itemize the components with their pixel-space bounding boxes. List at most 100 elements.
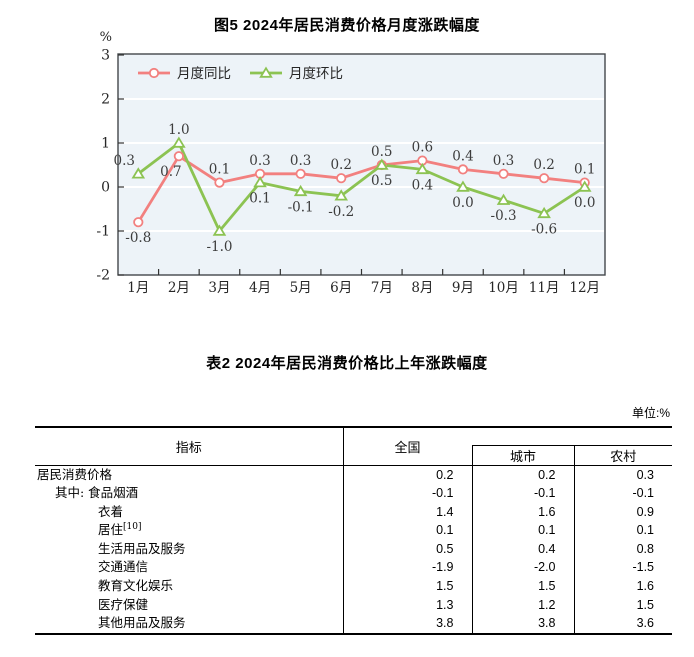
series-line-1: [136, 141, 587, 233]
marker-triangle: [496, 193, 511, 205]
value-cell: -0.1: [472, 484, 575, 503]
data-label: -0.8: [125, 230, 151, 246]
y-tick-label: 1: [101, 136, 110, 152]
data-label: 0.1: [209, 162, 230, 178]
cpi-table-section: 单位:% 指标 全国 城市 农村 居民消费价格 0.2 0.2 0.3 其中: 食品烟酒…: [35, 406, 672, 635]
marker-triangle: [131, 167, 146, 179]
col-header-national: 全国: [343, 427, 472, 466]
data-label: 0.2: [533, 157, 554, 173]
value-cell: 0.8: [636, 541, 654, 556]
marker-triangle: [577, 180, 592, 192]
x-tick-label: 6月: [330, 280, 352, 296]
y-axis-unit: %: [100, 30, 112, 45]
table-row: 其中: 食品烟酒 -0.1 -0.1 -0.1: [35, 484, 672, 503]
value-cell: 1.6: [472, 502, 575, 522]
marker-circle: [336, 173, 347, 184]
data-label: 0.3: [493, 153, 514, 169]
value-cell: -0.1: [343, 484, 473, 503]
value-cell: 1.5: [343, 577, 473, 596]
value-cell: -1.5: [632, 560, 654, 575]
marker-circle: [148, 67, 160, 79]
col-header-indicator: 指标: [35, 427, 344, 466]
header-filler: [472, 427, 672, 445]
x-tick-label: 9月: [452, 280, 474, 296]
indicator-cell: 衣着: [35, 502, 344, 522]
value-cell: 0.4: [472, 539, 575, 559]
value-cell: 1.5: [636, 597, 654, 612]
indicator-cell: 其中: 食品烟酒: [35, 484, 344, 503]
marker-triangle: [293, 184, 308, 197]
value-cell: 1.5: [472, 577, 575, 596]
data-label: 0.0: [574, 195, 595, 211]
x-tick-label: 7月: [371, 280, 393, 296]
marker-triangle: [374, 158, 389, 170]
data-label: 0.3: [114, 153, 135, 169]
x-tick-label: 5月: [290, 280, 312, 296]
marker-circle: [498, 168, 509, 179]
data-label: -0.2: [328, 204, 354, 220]
data-label: -0.1: [288, 199, 314, 215]
marker-circle: [173, 151, 184, 162]
marker-triangle: [172, 136, 186, 148]
marker-triangle: [415, 162, 430, 175]
data-label: 0.5: [371, 144, 392, 160]
value-cell: 3.8: [343, 614, 473, 634]
x-tick-label: 3月: [208, 280, 230, 296]
marker-triangle: [253, 176, 267, 188]
value-cell: 1.4: [343, 502, 473, 522]
unit-note: 单位:%: [631, 406, 670, 420]
value-cell: 3.8: [472, 614, 575, 634]
marker-triangle: [212, 224, 227, 236]
marker-circle: [214, 177, 225, 188]
table-row: 其他用品及服务 3.8 3.8 3.6: [35, 614, 672, 634]
value-cell: 0.1: [636, 523, 654, 538]
data-label: 0.0: [452, 195, 473, 211]
table-row: 交通通信 -1.9 -2.0 -1.5: [35, 558, 672, 578]
marker-circle: [295, 168, 306, 179]
value-cell: 0.2: [472, 465, 575, 485]
marker-triangle: [537, 206, 551, 219]
data-label: -0.3: [491, 208, 517, 224]
data-label: 0.3: [290, 153, 311, 169]
figure-title: 图5 2024年居民消费价格月度涨跌幅度: [214, 17, 480, 34]
x-tick-label: 8月: [411, 280, 433, 296]
value-cell: 0.1: [472, 521, 575, 540]
marker-triangle: [334, 189, 349, 201]
value-cell: -2.0: [472, 558, 575, 578]
data-label: 0.2: [330, 157, 351, 173]
data-label: 0.6: [412, 140, 433, 156]
value-cell: -1.9: [343, 558, 473, 578]
value-cell: 0.3: [636, 467, 654, 482]
marker-triangle: [456, 180, 470, 192]
data-label: -0.6: [531, 221, 557, 237]
cpi-monthly-line-chart: 3 2 1 0 -1 -2% 1月 2月 3月 4月 5月 6月 7月 8月 9月 10月 11月 12月 -0.8…: [96, 30, 606, 296]
y-tick-label: 2: [101, 92, 110, 108]
y-tick-label: -1: [96, 224, 110, 240]
x-tick-label: 12月: [569, 280, 600, 296]
table-row: 教育文化娱乐 1.5 1.5 1.6: [35, 577, 672, 596]
table-row: 居民消费价格 0.2 0.2 0.3: [35, 465, 672, 485]
value-cell: -0.1: [632, 486, 654, 501]
table-row: 居住[10] 0.1 0.1 0.1: [35, 521, 672, 540]
table-row: 衣着 1.4 1.6 0.9: [35, 502, 672, 522]
indicator-cell: 教育文化娱乐: [35, 577, 344, 596]
value-cell: 1.6: [636, 579, 654, 594]
footnote-ref: [10]: [123, 522, 142, 533]
data-label: 0.1: [249, 191, 270, 207]
marker-circle: [539, 173, 550, 184]
marker-triangle: [259, 66, 273, 78]
x-tick-label: 11月: [529, 280, 560, 296]
y-tick-label: 3: [101, 48, 110, 64]
col-header-urban: 城市: [471, 444, 574, 466]
cpi-annual-table: 指标 全国 城市 农村 居民消费价格 0.2 0.2 0.3 其中: 食品烟酒 -0.1-…: [35, 426, 672, 635]
value-cell: 1.3: [343, 595, 473, 615]
indicator-cell: 其他用品及服务: [35, 614, 344, 634]
legend-label-0: 月度同比: [177, 66, 231, 82]
data-label: 0.4: [412, 177, 433, 193]
data-label: 0.5: [371, 173, 392, 189]
value-cell: 0.5: [343, 539, 473, 559]
data-label: 0.1: [574, 162, 595, 178]
x-tick-label: 10月: [488, 280, 519, 296]
x-tick-label: 4月: [249, 280, 271, 296]
data-label: 0.3: [249, 153, 270, 169]
